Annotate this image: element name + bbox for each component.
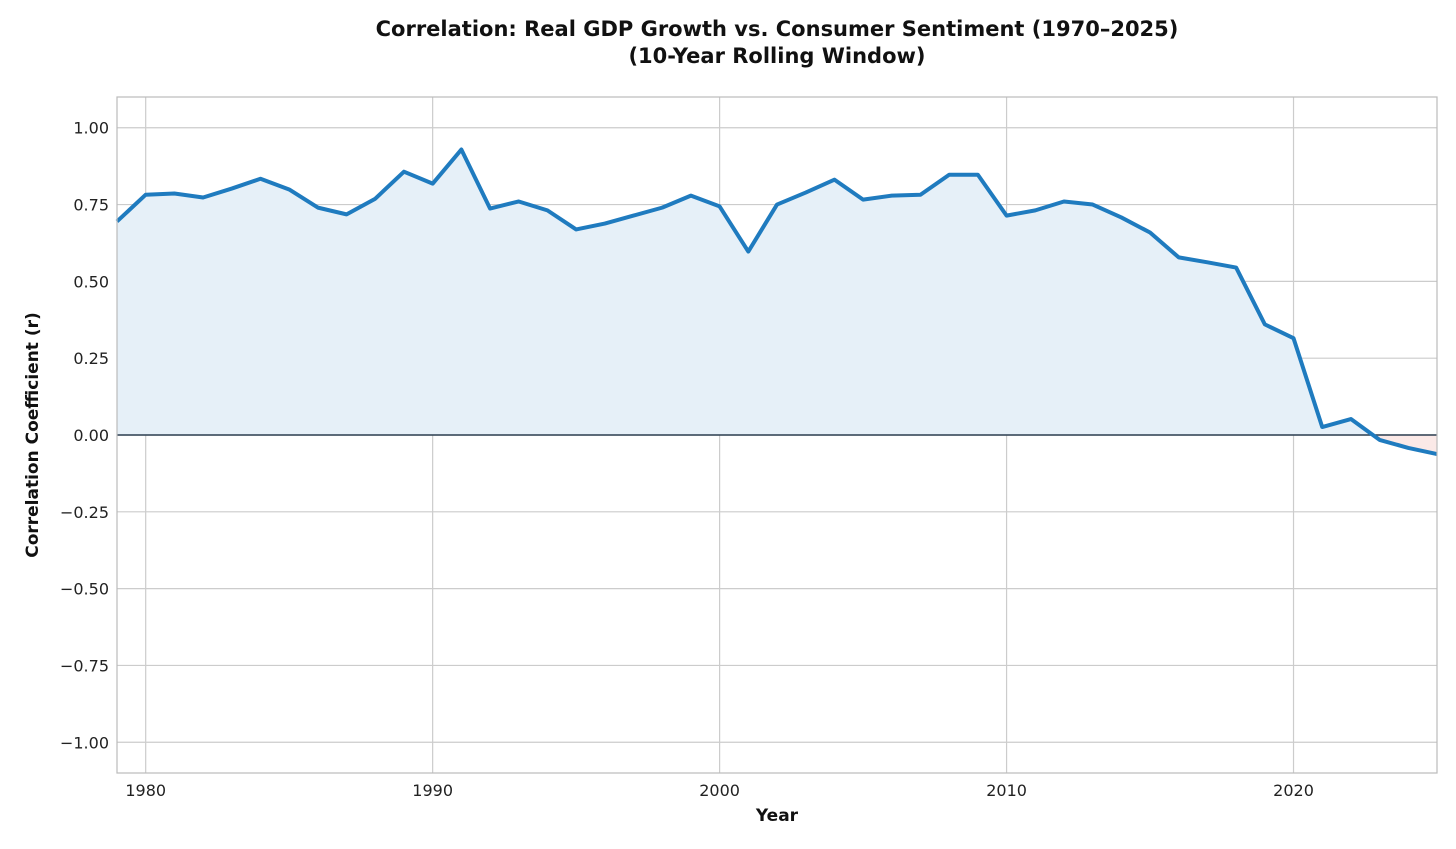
x-tick-label: 2020 <box>1273 781 1314 800</box>
y-tick-label: −0.75 <box>60 656 109 675</box>
y-tick-label: −1.00 <box>60 733 109 752</box>
x-axis-label: Year <box>755 806 799 826</box>
x-tick-label: 1980 <box>125 781 166 800</box>
fills <box>117 149 1437 455</box>
y-ticks: 1.00 0.75 0.50 0.25 0.00 −0.25 −0.50 −0.75 −1.00 <box>60 119 109 753</box>
y-tick-label: 0.75 <box>73 196 109 215</box>
data-points <box>116 149 1438 455</box>
y-tick-label: 0.25 <box>73 349 109 368</box>
x-ticks: 1980 1990 2000 2010 2020 <box>125 781 1314 800</box>
y-tick-label: −0.50 <box>60 580 109 599</box>
positive-fill <box>117 149 1437 435</box>
x-tick-label: 2000 <box>699 781 740 800</box>
y-tick-label: 0.50 <box>73 272 109 291</box>
x-tick-label: 1990 <box>412 781 453 800</box>
plot-frame <box>116 96 1438 774</box>
x-tick-label: 2010 <box>986 781 1027 800</box>
y-tick-label: 1.00 <box>73 119 109 138</box>
chart-subtitle: (10-Year Rolling Window) <box>628 44 925 68</box>
y-tick-label: 0.00 <box>73 426 109 445</box>
y-axis-label: Correlation Coefficient (r) <box>23 312 43 558</box>
chart-title: Correlation: Real GDP Growth vs. Consume… <box>376 17 1179 41</box>
y-tick-label: −0.25 <box>60 503 109 522</box>
